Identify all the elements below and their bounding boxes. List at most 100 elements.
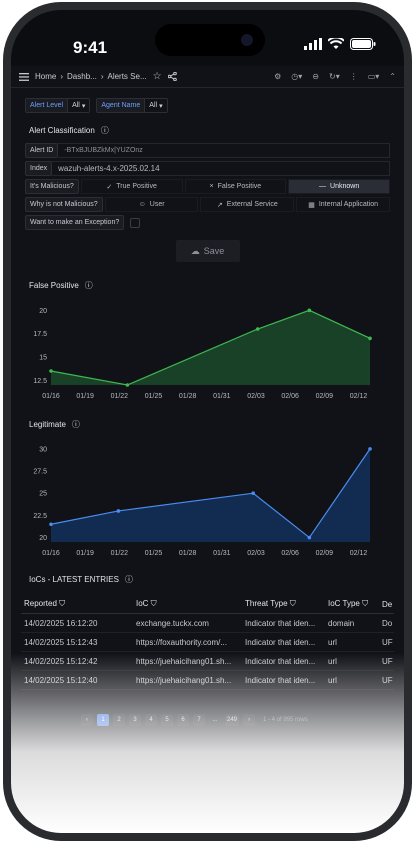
zoom-out-icon[interactable]: ⊖ [312, 72, 319, 81]
page-button[interactable]: 4 [145, 714, 157, 726]
next-page-button[interactable]: › [243, 714, 256, 726]
x-tick-label: 01/22 [111, 393, 129, 400]
page-button[interactable]: 7 [193, 714, 205, 726]
x-tick-label: 01/25 [145, 550, 163, 557]
y-tick-label: 30 [39, 446, 47, 453]
table-cell: Indicator that iden... [245, 675, 316, 685]
menu-icon[interactable] [19, 72, 29, 81]
column-header[interactable]: IoC Type ⛉ [328, 599, 369, 608]
legitimate-chart-svg: 20 22.5 25 27.5 30 01/16 01/19 01/22 01/25 01/28 0… [33, 446, 372, 557]
alert-level-select[interactable]: Alert Level All ▾ [25, 98, 91, 113]
column-header[interactable]: Reported ⛉ [24, 599, 66, 608]
option-true-positive[interactable]: ✓ True Positive [80, 179, 183, 194]
gear-icon[interactable]: ⚙ [274, 72, 282, 81]
table-cell: domain [328, 618, 355, 628]
phone-frame: 9:41 Home › Dashb... › Alerts Se... ☆ [3, 2, 412, 841]
table-row[interactable]: 14/02/2025 16:12:20 exchange.tuckx.com Ind… [21, 614, 394, 633]
save-button[interactable]: ☁ Save [175, 240, 240, 262]
agent-name-select[interactable]: Agent Name All ▾ [96, 98, 168, 113]
x-tick-label: 02/09 [316, 393, 334, 400]
data-point [49, 369, 53, 373]
rows-info: 1 - 4 of 995 rows [263, 717, 308, 723]
top-bar: Home › Dashb... › Alerts Se... ☆ ⚙ ◷▾ ⊖ … [11, 66, 404, 88]
table-cell: Indicator that iden... [245, 656, 316, 666]
column-header[interactable]: De [382, 599, 393, 609]
info-icon[interactable]: ⓘ [84, 281, 93, 290]
table-cell: https://juehaicihang01.sh... [136, 656, 232, 666]
page-button[interactable]: ... [212, 717, 218, 723]
clock-icon[interactable]: ◷▾ [291, 72, 303, 81]
exception-checkbox[interactable] [130, 217, 141, 228]
malicious-row: It's Malicious? ✓ True Positive × False Po… [25, 179, 390, 194]
option-external-service[interactable]: ↗ External Service [200, 197, 295, 212]
column-header[interactable]: IoC ⛉ [136, 599, 157, 608]
table-row[interactable]: 14/02/2025 15:12:43 https://foxauthority.… [21, 633, 394, 652]
page-button[interactable]: 2 [113, 714, 125, 726]
data-point [251, 491, 255, 496]
table-row[interactable]: 14/02/2025 15:12:42 https://juehaicihang0… [21, 652, 394, 671]
breadcrumb-dashboards[interactable]: Dashb... [67, 72, 97, 81]
index-field[interactable]: wazuh-alerts-4.x-2025.02.14 [52, 161, 390, 176]
column-header[interactable]: Threat Type ⛉ [245, 599, 296, 608]
info-icon[interactable]: ⓘ [71, 420, 80, 429]
y-tick-label: 25 [39, 491, 47, 498]
variable-bar: Alert Level All ▾ Agent Name All ▾ [11, 88, 404, 117]
false-positive-chart-svg: 12.5 15 17.5 20 01/16 01/19 01/22 01/25 01/28 01/… [33, 308, 372, 400]
table-cell: UF [382, 656, 393, 666]
prev-page-button[interactable]: ‹ [81, 714, 93, 726]
breadcrumb-home[interactable]: Home [35, 72, 57, 81]
table-cell: url [328, 675, 337, 685]
chevron-down-icon: ▾ [159, 102, 163, 110]
alert-level-value: All [72, 102, 80, 109]
y-tick-label: 22.5 [33, 513, 47, 520]
page-button[interactable]: 249 [225, 714, 240, 726]
data-point [255, 327, 260, 331]
more-icon[interactable]: ⋮ [349, 72, 358, 81]
data-point [368, 336, 372, 341]
x-tick-label: 02/03 [247, 550, 265, 557]
option-false-positive[interactable]: × False Positive [184, 179, 287, 194]
x-tick-label: 02/03 [247, 393, 265, 400]
page-button[interactable]: 1 [97, 714, 109, 726]
exception-row: Want to make an Exception? [25, 215, 390, 230]
pagination: ‹ 1 2 3 4 5 6 7... 249 › 1 - 4 of 995 rows [81, 714, 404, 726]
x-tick-label: 02/12 [350, 393, 368, 400]
external-link-icon: ↗ [216, 201, 223, 209]
data-point [125, 383, 130, 387]
page-button[interactable]: 5 [161, 714, 173, 726]
data-point [307, 535, 312, 540]
alert-id-label: Alert ID [25, 143, 59, 158]
info-icon[interactable]: ⓘ [100, 126, 109, 135]
monitor-icon[interactable]: ▭▾ [367, 72, 380, 81]
option-internal-application[interactable]: ▦ Internal Application [296, 197, 390, 212]
refresh-icon[interactable]: ↻▾ [329, 72, 340, 81]
collapse-icon[interactable]: ⌃ [389, 72, 396, 81]
table-body: 14/02/2025 16:12:20 exchange.tuckx.com Ind… [21, 614, 394, 690]
table-header: Reported ⛉ IoC ⛉ Threat Type ⛉ IoC Type ⛉ De [21, 595, 394, 614]
x-tick-label: 02/06 [281, 550, 299, 557]
x-tick-label: 02/06 [281, 393, 299, 400]
agent-name-label: Agent Name [97, 99, 146, 112]
option-unknown[interactable]: — Unknown [288, 179, 390, 194]
alert-id-field[interactable]: -BTxBJUBZkMx|YUZOnz [58, 143, 390, 158]
malicious-label: It's Malicious? [25, 179, 79, 194]
table-row[interactable]: 14/02/2025 15:12:40 https://juehaicihang0… [21, 671, 394, 690]
x-tick-label: 01/28 [179, 393, 197, 400]
user-icon: ☺ [138, 201, 146, 208]
table-cell: 14/02/2025 16:12:20 [24, 618, 98, 628]
chevron-down-icon: ▾ [81, 102, 86, 110]
share-icon[interactable] [167, 72, 177, 81]
star-icon[interactable]: ☆ [152, 71, 162, 82]
why-row: Why is not Malicious? ☺ User ↗ External Se… [25, 197, 390, 212]
classification-title: Alert Classification ⓘ [29, 126, 109, 135]
legitimate-title: Legitimate ⓘ [29, 420, 80, 429]
info-icon[interactable]: ⓘ [124, 575, 133, 584]
series-area [51, 310, 371, 385]
page-button[interactable]: 6 [177, 714, 189, 726]
option-user[interactable]: ☺ User [104, 197, 199, 212]
status-icons [304, 38, 376, 50]
x-tick-label: 01/25 [145, 393, 163, 400]
page-button[interactable]: 3 [129, 714, 141, 726]
screen: 9:41 Home › Dashb... › Alerts Se... ☆ [11, 10, 404, 833]
check-icon: ✓ [106, 183, 113, 191]
